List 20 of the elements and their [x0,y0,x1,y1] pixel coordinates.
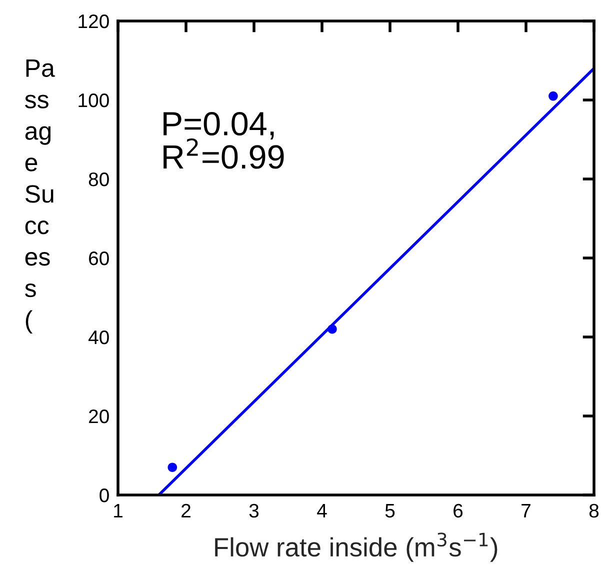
y-tick-label: 20 [89,409,109,424]
y-tick-label: 100 [78,93,109,108]
x-tick-label: 5 [385,504,395,518]
x-axis-title: Flow rate inside (m$^{3}$s$^{−1}$) [215,532,498,562]
y-tick-label: 60 [89,251,109,266]
text: Passage Success ( [25,60,55,334]
y-tick-label: 0 [100,488,109,502]
y-tick-label: 80 [88,172,109,186]
x-tick-label: 1 [114,504,122,518]
x-tick-label: 7 [522,504,530,518]
x-tick-label: 2 [182,504,190,518]
point [168,462,178,472]
point [548,91,558,101]
annotation: P=0.04, R$^{2}$=0.99 [164,112,284,169]
x-tick-label: 8 [589,504,599,518]
y-tick-label: 120 [78,14,109,28]
x-tick-label: 6 [454,504,463,518]
x-tick-label: 4 [317,504,327,518]
y-tick-label: 40 [88,330,109,344]
x-tick-label: 3 [249,504,259,518]
